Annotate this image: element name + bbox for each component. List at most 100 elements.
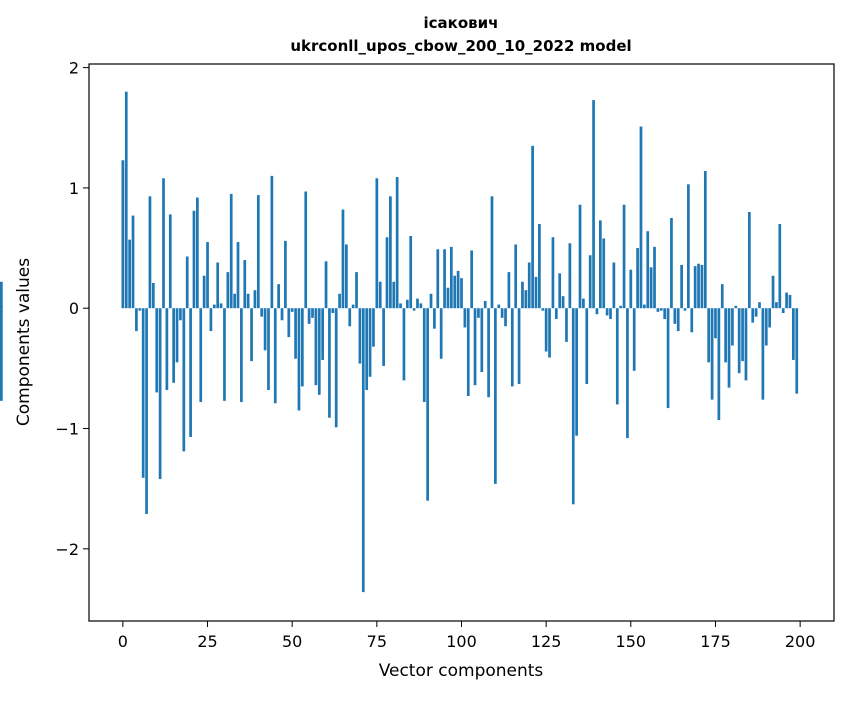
bar (463, 308, 467, 328)
y-tick-label: 1 (69, 179, 79, 198)
bar (781, 308, 785, 314)
bar (212, 304, 216, 309)
bar (615, 308, 619, 405)
bar (182, 308, 186, 452)
bar (666, 308, 670, 409)
bar (602, 238, 606, 309)
bar (568, 243, 572, 309)
bar (548, 308, 551, 358)
bar (592, 100, 595, 309)
bar (145, 308, 148, 514)
bar (287, 308, 291, 338)
bar (185, 256, 189, 309)
bar (402, 308, 406, 381)
bar (331, 308, 335, 314)
bar (544, 308, 548, 352)
bar (504, 308, 507, 327)
bar (707, 308, 711, 363)
bar (307, 308, 311, 324)
bar (378, 281, 382, 309)
bar (670, 217, 673, 309)
chart-title-line-2: ukrconll_upos_cbow_200_10_2022 model (290, 37, 631, 55)
bar (358, 308, 362, 364)
bar (531, 145, 534, 309)
bar (653, 246, 656, 309)
bar (626, 308, 629, 439)
bar (734, 305, 738, 309)
bar (436, 249, 440, 309)
bar (541, 308, 545, 311)
bar (643, 304, 646, 309)
bar (256, 195, 260, 309)
bar (233, 293, 236, 309)
bar (422, 308, 426, 403)
bar (399, 303, 402, 309)
bar (778, 224, 782, 309)
bar (683, 308, 687, 311)
bar (731, 308, 734, 346)
bar (676, 308, 680, 332)
bar (240, 308, 243, 403)
bar (687, 184, 690, 309)
bar (477, 308, 480, 318)
bar (334, 308, 338, 428)
bar (236, 242, 240, 309)
bar (209, 308, 213, 332)
x-tick-label: 100 (446, 632, 477, 651)
bar (382, 308, 385, 366)
bar (372, 308, 375, 347)
bar (761, 308, 765, 400)
bar (453, 275, 457, 309)
bar (405, 299, 409, 309)
bar (175, 308, 179, 363)
bar (558, 273, 562, 309)
bar (365, 308, 369, 391)
y-axis-label: Components values (14, 258, 34, 426)
bar (0, 305, 3, 309)
bar (507, 272, 511, 309)
bar (148, 196, 152, 309)
bar (321, 308, 325, 360)
bar (243, 260, 247, 309)
y-axis-ticks: −2 −1 0 1 2 (55, 59, 89, 559)
bar (456, 270, 460, 309)
bar (764, 308, 768, 346)
bar (578, 204, 582, 309)
bar (416, 298, 419, 309)
bar (524, 290, 528, 309)
x-tick-label: 75 (367, 632, 387, 651)
bar (588, 255, 592, 309)
bar (466, 308, 470, 397)
bar (165, 308, 169, 391)
bar (605, 308, 609, 316)
bar (280, 308, 284, 321)
bar (571, 308, 575, 505)
bar (538, 224, 541, 309)
bar (693, 266, 697, 309)
bar (792, 308, 795, 360)
bar (131, 215, 135, 309)
bar (717, 308, 721, 421)
bar (267, 308, 270, 391)
x-tick-label: 25 (197, 632, 217, 651)
bar (751, 308, 755, 323)
bar (348, 308, 352, 327)
y-tick-label: −1 (55, 420, 79, 439)
bar (273, 308, 277, 404)
bar (0, 308, 3, 401)
bar (138, 308, 142, 311)
bar (582, 298, 585, 309)
bar (426, 308, 429, 501)
bar (412, 308, 416, 311)
bar (385, 237, 389, 309)
x-tick-label: 125 (531, 632, 562, 651)
x-axis-ticks: 0 25 50 75 100 125 150 175 200 (118, 621, 815, 651)
bar (500, 308, 504, 318)
bar (727, 308, 731, 388)
bar (226, 272, 230, 309)
bar (128, 239, 131, 309)
bar (361, 308, 365, 593)
y-tick-label: 2 (69, 59, 79, 78)
bar (270, 175, 274, 309)
